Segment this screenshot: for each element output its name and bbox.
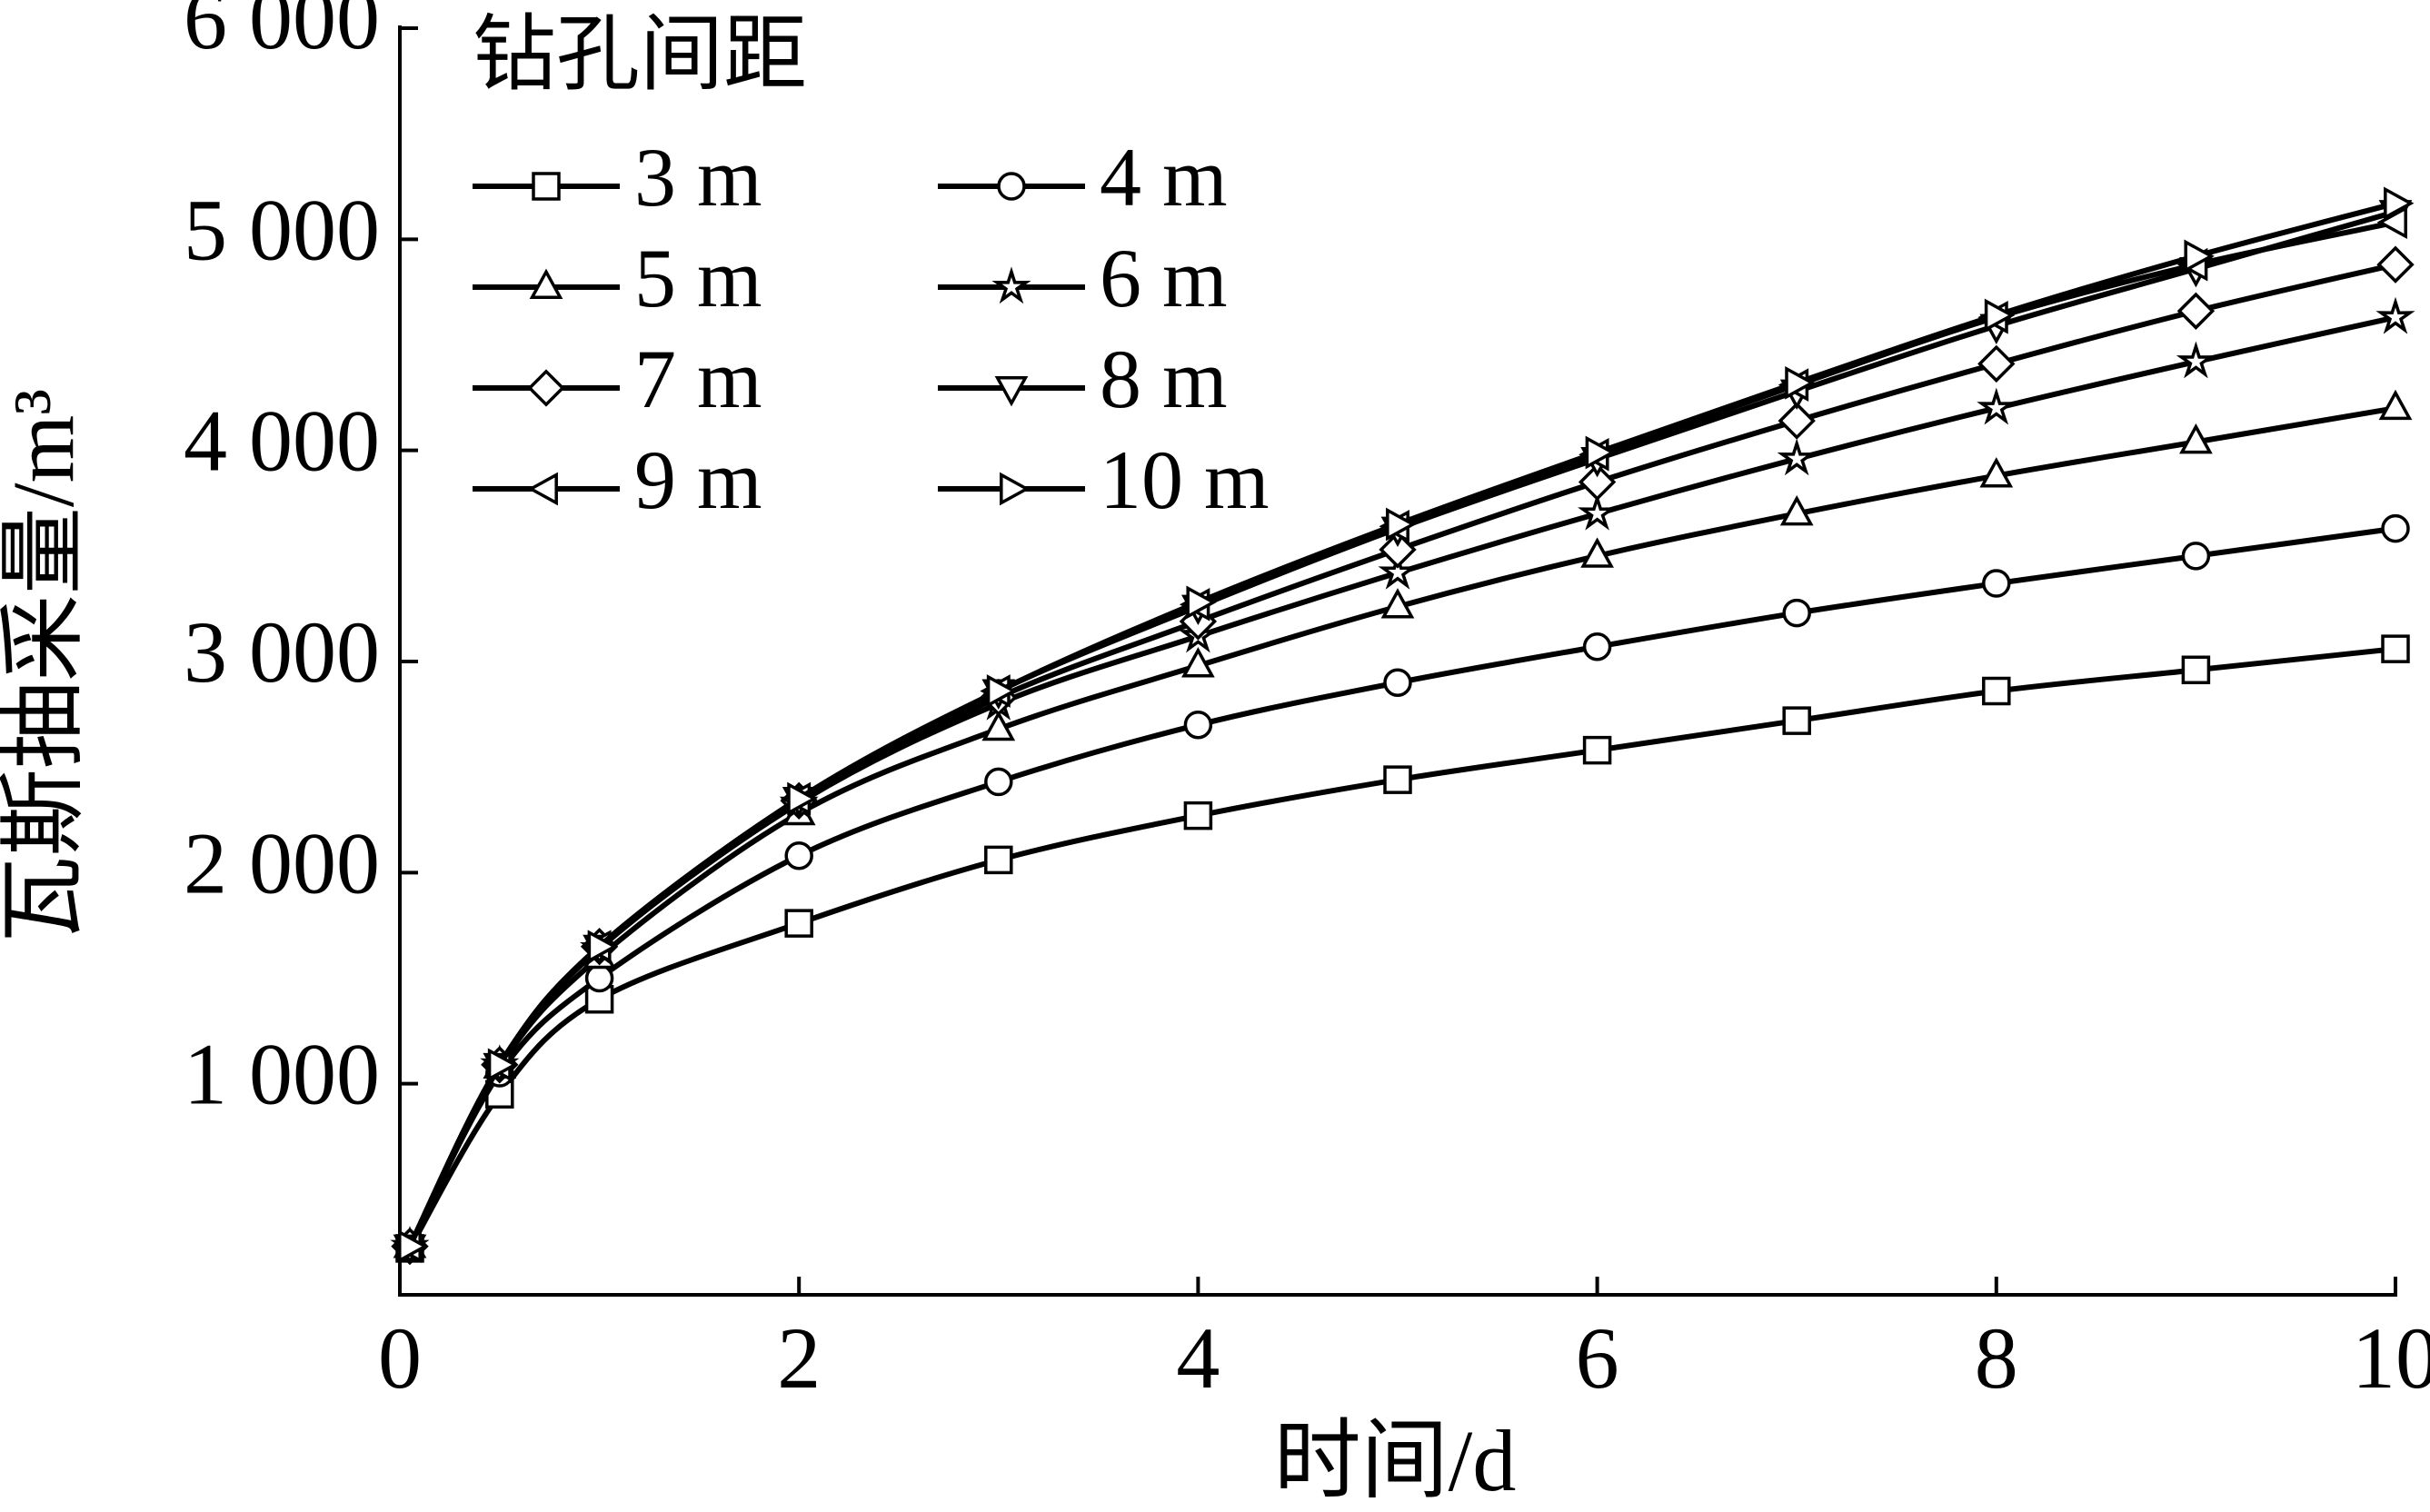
legend-marker xyxy=(991,266,1031,304)
data-point xyxy=(1582,632,1612,662)
data-point xyxy=(1982,569,2011,598)
data-point xyxy=(587,930,619,964)
legend-marker xyxy=(532,172,561,201)
y-tick-label: 4 000 xyxy=(184,393,380,490)
data-point xyxy=(2381,634,2410,663)
data-point xyxy=(1977,344,2016,383)
data-point xyxy=(584,963,614,993)
data-point xyxy=(1782,706,1811,735)
legend-label: 9 m xyxy=(634,433,762,526)
data-point xyxy=(1979,457,2014,488)
x-tick-label: 6 xyxy=(1576,1309,1619,1407)
x-tick-label: 4 xyxy=(1176,1309,1220,1407)
data-point xyxy=(2176,292,2216,330)
data-point xyxy=(1183,711,1213,740)
data-point xyxy=(1378,552,1418,590)
legend-label: 6 m xyxy=(1100,232,1228,324)
legend-label: 7 m xyxy=(634,333,762,425)
data-point xyxy=(1984,298,2016,333)
legend-label: 3 m xyxy=(634,131,762,224)
data-point xyxy=(1186,585,1217,620)
legend-marker xyxy=(529,268,563,299)
legend-marker xyxy=(1000,472,1031,506)
data-point xyxy=(1181,647,1215,678)
data-point xyxy=(2375,296,2415,334)
data-point xyxy=(984,767,1013,797)
data-point xyxy=(1183,801,1213,831)
y-tick-label: 5 000 xyxy=(184,181,380,278)
data-point xyxy=(2184,239,2215,274)
data-point xyxy=(2176,341,2216,379)
data-point xyxy=(1383,668,1412,697)
data-point xyxy=(784,909,813,938)
y-tick-label: 3 000 xyxy=(184,603,380,701)
data-point xyxy=(784,841,813,870)
legend-label: 4 m xyxy=(1100,131,1228,224)
data-point xyxy=(1386,507,1417,542)
data-point xyxy=(2376,245,2415,284)
y-tick-label: 2 000 xyxy=(184,814,380,911)
legend-label: 5 m xyxy=(634,232,762,324)
y-axis-label: 瓦斯抽采量/m³ xyxy=(0,389,92,943)
data-point xyxy=(2378,389,2413,421)
x-tick-label: 10 xyxy=(2352,1309,2430,1407)
data-point xyxy=(1585,435,1617,470)
legend-marker xyxy=(527,369,565,407)
data-point xyxy=(1777,438,1817,476)
series-line xyxy=(407,525,2396,1248)
x-tick-label: 0 xyxy=(378,1309,422,1407)
x-tick-label: 8 xyxy=(1975,1309,2018,1407)
data-point xyxy=(1383,765,1412,794)
legend-title: 钻孔间距 xyxy=(473,8,807,101)
data-point xyxy=(1778,402,1816,440)
data-point xyxy=(2381,513,2410,543)
data-point xyxy=(2384,186,2415,221)
data-point xyxy=(981,710,1016,741)
legend-marker xyxy=(997,172,1026,201)
data-point xyxy=(2179,423,2213,454)
data-point xyxy=(1977,387,2017,425)
series-line xyxy=(407,646,2396,1250)
x-tick-label: 2 xyxy=(777,1309,821,1407)
legend-label: 10 m xyxy=(1100,433,1270,526)
data-point xyxy=(1582,735,1612,765)
data-point xyxy=(1785,365,1816,400)
legend-label: 8 m xyxy=(1100,333,1228,425)
data-point xyxy=(398,1229,429,1263)
y-tick-label: 1 000 xyxy=(184,1026,380,1123)
data-point xyxy=(1982,676,2011,706)
data-point xyxy=(1578,463,1617,502)
data-point xyxy=(787,781,818,816)
data-point xyxy=(986,674,1018,708)
data-point xyxy=(2376,205,2407,240)
data-point xyxy=(487,1048,519,1082)
data-point xyxy=(984,845,1013,875)
data-point xyxy=(1782,598,1811,628)
data-point xyxy=(1578,492,1618,531)
x-axis-label: 时间/d xyxy=(1274,1412,1517,1509)
y-tick-label: 6 000 xyxy=(184,0,380,67)
legend-marker xyxy=(994,376,1029,407)
data-point xyxy=(2181,655,2211,685)
data-point xyxy=(2181,542,2211,571)
data-point xyxy=(1779,494,1814,526)
data-point xyxy=(1580,537,1614,568)
data-point xyxy=(1380,588,1415,619)
data-point xyxy=(1379,531,1417,569)
legend-marker xyxy=(527,472,558,506)
